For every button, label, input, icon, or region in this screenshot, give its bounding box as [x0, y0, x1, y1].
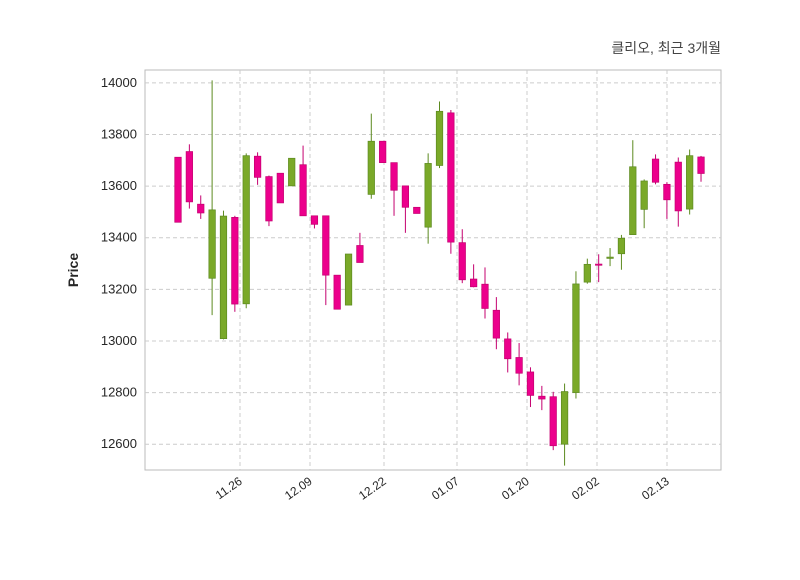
- svg-text:Price: Price: [65, 253, 81, 287]
- svg-text:02.13: 02.13: [639, 474, 672, 503]
- svg-text:12.09: 12.09: [282, 474, 315, 503]
- svg-text:13800: 13800: [101, 127, 137, 142]
- svg-text:01.07: 01.07: [429, 474, 462, 503]
- svg-text:11.26: 11.26: [213, 474, 245, 502]
- svg-text:12600: 12600: [101, 436, 137, 451]
- svg-text:13400: 13400: [101, 230, 137, 245]
- svg-text:12.22: 12.22: [356, 474, 389, 503]
- svg-text:13600: 13600: [101, 178, 137, 193]
- svg-text:13000: 13000: [101, 333, 137, 348]
- svg-text:클리오, 최근 3개월: 클리오, 최근 3개월: [611, 40, 721, 56]
- svg-text:02.02: 02.02: [569, 474, 602, 503]
- svg-text:13200: 13200: [101, 281, 137, 296]
- svg-text:01.20: 01.20: [499, 474, 532, 503]
- svg-text:14000: 14000: [101, 75, 137, 90]
- svg-text:12800: 12800: [101, 385, 137, 400]
